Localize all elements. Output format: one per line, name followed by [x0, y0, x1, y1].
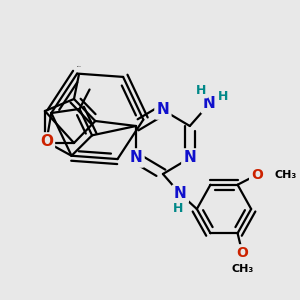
Text: methyl: methyl — [76, 66, 81, 67]
Text: O: O — [40, 134, 53, 149]
Text: H: H — [196, 83, 207, 97]
Text: CH₃: CH₃ — [231, 264, 254, 274]
Text: O: O — [236, 246, 248, 260]
Text: O: O — [251, 168, 263, 182]
Text: CH₃: CH₃ — [274, 170, 297, 180]
Text: N: N — [130, 151, 142, 166]
Text: O: O — [38, 136, 51, 151]
Text: N: N — [157, 103, 169, 118]
Text: H: H — [218, 89, 228, 103]
Text: N: N — [174, 187, 187, 202]
Text: N: N — [203, 97, 216, 112]
Text: N: N — [183, 151, 196, 166]
Text: H: H — [173, 202, 184, 214]
